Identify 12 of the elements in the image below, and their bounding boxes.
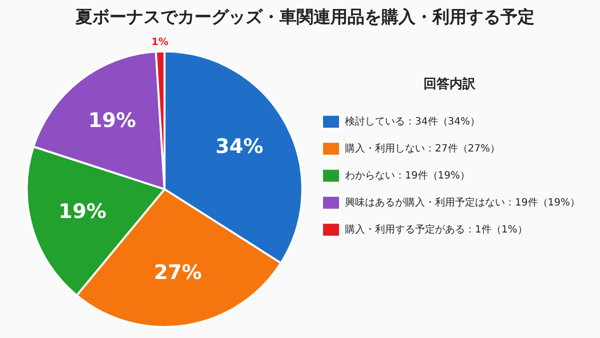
legend-label: 検討している：34件（34%） — [345, 115, 480, 128]
data-label: 34% — [215, 134, 264, 158]
data-label: 19% — [88, 108, 136, 132]
legend-label: 購入・利用しない：27件（27%） — [345, 142, 500, 154]
legend-label: 購入・利用する予定がある：1件（1%） — [345, 223, 528, 236]
legend-label: 興味はあるが購入・利用予定はない：19件（19%） — [345, 196, 580, 208]
legend-label: わからない：19件（19%） — [345, 170, 470, 182]
legend-title: 回答内訳 — [424, 76, 477, 92]
data-label: 1% — [151, 37, 168, 48]
chart-title: 夏ボーナスでカーグッズ・車関連用品を購入・利用する予定 — [74, 8, 534, 28]
data-label: 27% — [154, 260, 202, 284]
data-label: 19% — [58, 199, 106, 224]
